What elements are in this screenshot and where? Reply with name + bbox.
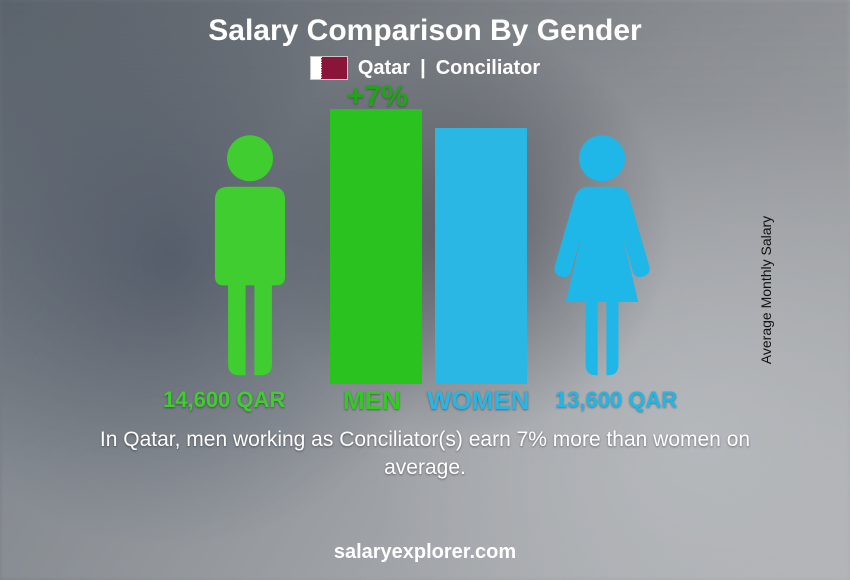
country-label: Qatar: [358, 57, 410, 80]
women-label: WOMEN: [427, 385, 530, 416]
subtitle-row: Qatar | Conciliator: [310, 56, 540, 80]
chart-area: +7% 14,600 QAR MEN: [115, 86, 735, 416]
qatar-flag-icon: [310, 56, 348, 80]
role-label: Conciliator: [436, 57, 540, 80]
women-bar: [435, 128, 527, 384]
men-bar: [330, 109, 422, 384]
content: Salary Comparison By Gender Qatar | Conc…: [0, 0, 850, 580]
women-salary: 13,600 QAR: [555, 387, 677, 413]
chart-bottom-row: 14,600 QAR MEN WOMEN 13,600 QAR: [115, 384, 735, 416]
men-salary: 14,600 QAR: [163, 387, 285, 413]
separator: |: [420, 57, 426, 80]
summary-text: In Qatar, men working as Conciliator(s) …: [65, 426, 785, 483]
men-label: MEN: [343, 385, 401, 416]
woman-icon: [547, 132, 657, 384]
site-credit: salaryexplorer.com: [0, 541, 850, 564]
man-icon: [195, 132, 305, 384]
y-axis-label: Average Monthly Salary: [758, 216, 774, 364]
page-title: Salary Comparison By Gender: [208, 14, 641, 48]
